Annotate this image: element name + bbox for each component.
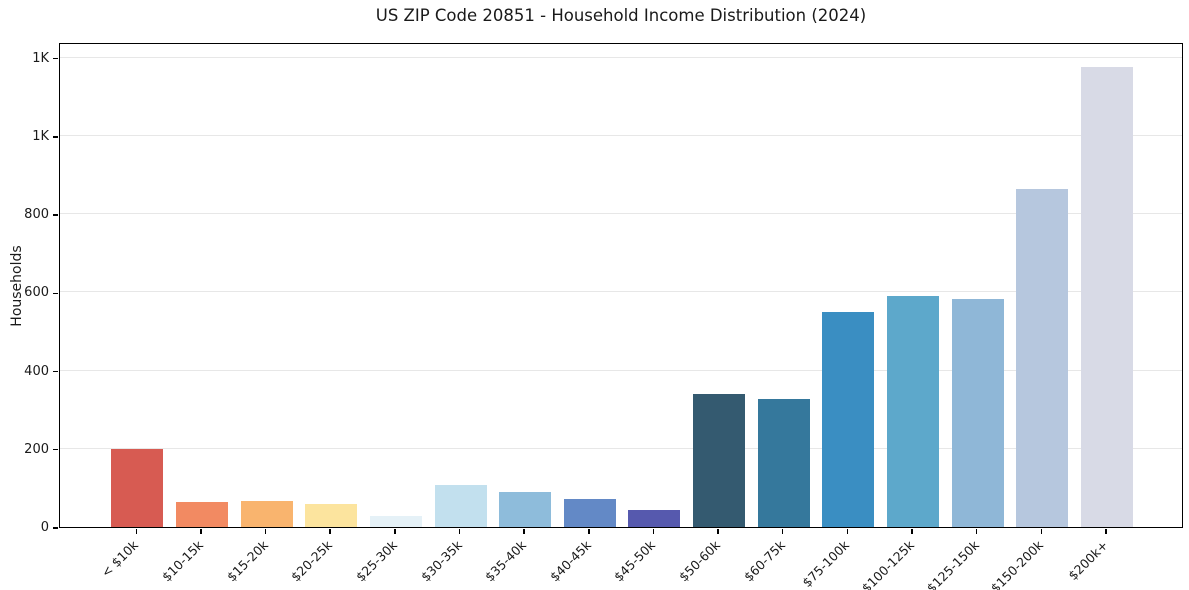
bar-12 [887, 296, 940, 527]
y-tick-mark [53, 292, 58, 294]
x-tick-mark [717, 529, 719, 534]
x-tick-mark [394, 529, 396, 534]
x-tick-mark [911, 529, 913, 534]
y-tick-label: 1K [32, 128, 49, 144]
gridline-1000 [60, 134, 1182, 136]
y-tick-label: 600 [24, 285, 49, 301]
y-tick-mark [53, 57, 58, 60]
bar-13 [951, 299, 1004, 527]
x-tick-mark [1105, 529, 1107, 534]
x-tick-mark [846, 529, 849, 534]
x-tick-mark [200, 529, 202, 534]
bar-11 [822, 311, 875, 527]
y-tick-label: 800 [24, 207, 49, 223]
gridline-400 [60, 369, 1182, 371]
y-tick-mark [53, 214, 58, 216]
x-tick-mark [1040, 529, 1043, 534]
y-tick-mark [53, 527, 58, 529]
bar-6 [499, 491, 552, 527]
bar-0 [111, 448, 164, 527]
bar-14 [1016, 189, 1069, 527]
gridline-600 [60, 291, 1182, 293]
bar-15 [1081, 66, 1134, 527]
plot-area [59, 43, 1183, 528]
x-tick-mark [588, 529, 590, 534]
gridline-1200 [60, 56, 1182, 58]
x-tick-label: < $10k [98, 537, 142, 581]
x-tick-mark [782, 529, 784, 534]
bar-2 [240, 500, 293, 527]
bar-3 [305, 503, 358, 527]
gridline-800 [60, 213, 1182, 215]
bar-5 [434, 484, 487, 527]
gridline-200 [60, 447, 1182, 449]
y-tick-label: 0 [40, 520, 49, 535]
x-tick-mark [458, 529, 461, 534]
y-tick-label: 1K [32, 50, 49, 66]
x-tick-mark [976, 529, 978, 534]
x-tick-mark [135, 529, 137, 534]
x-tick-mark [523, 529, 525, 534]
y-tick-mark [53, 449, 58, 451]
bar-8 [628, 509, 681, 527]
x-tick-mark [652, 529, 655, 534]
bar-4 [369, 516, 422, 527]
y-tick-label: 200 [24, 441, 49, 457]
bar-9 [693, 393, 746, 527]
x-tick-mark [264, 529, 267, 534]
y-tick-mark [53, 136, 58, 138]
x-tick-mark [329, 529, 331, 534]
bar-7 [563, 499, 616, 527]
chart-title: US ZIP Code 20851 - Household Income Dis… [375, 6, 867, 25]
y-tick-mark [53, 370, 58, 373]
y-tick-label: 400 [24, 363, 49, 379]
bar-1 [175, 501, 228, 527]
bar-10 [757, 398, 810, 527]
